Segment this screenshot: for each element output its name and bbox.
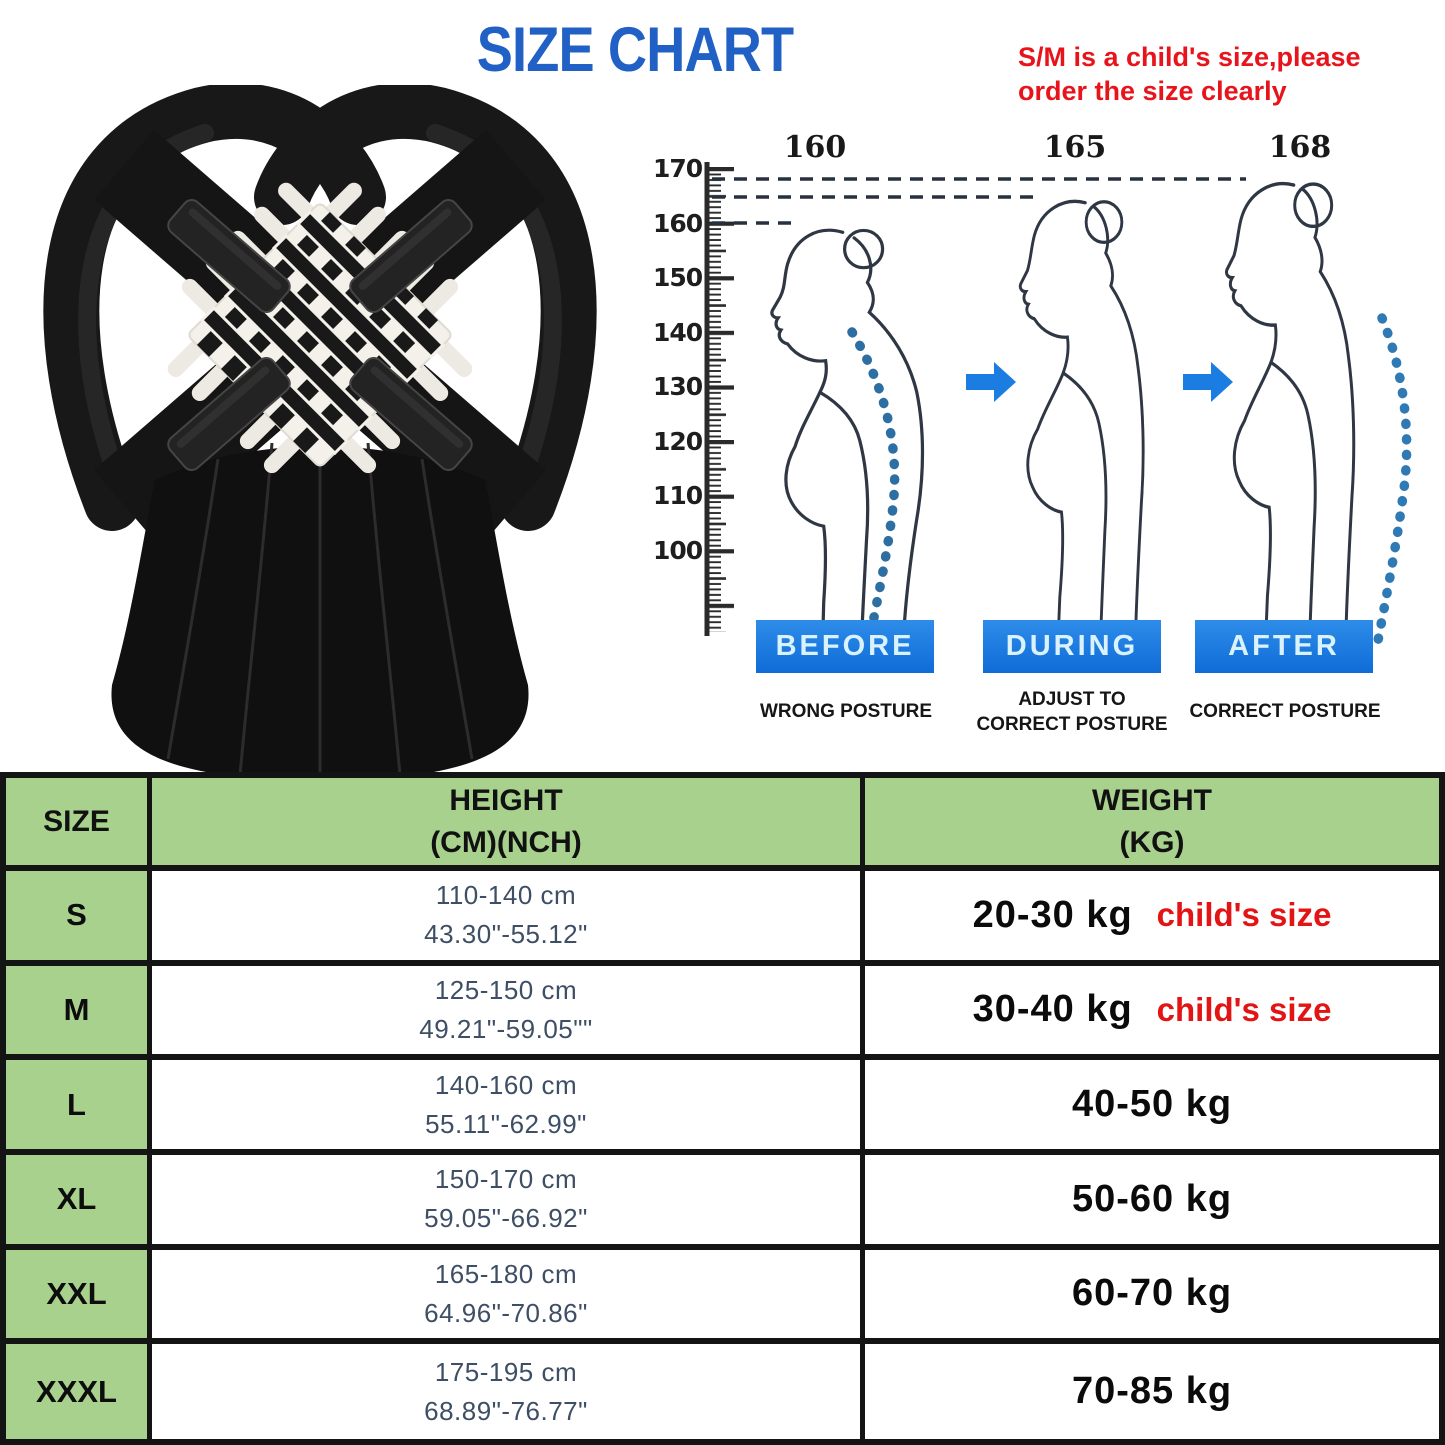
stage-box-after: AFTER [1195,620,1373,673]
column-header-size: SIZE [6,778,152,871]
table-row-weight: 30-40 kg child's size [865,965,1439,1061]
table-row-height: 140-160 cm 55.11"-62.99" [152,1060,865,1155]
table-row-height: 175-195 cm 68.89"-76.77" [152,1344,865,1439]
table-row-height: 110-140 cm 43.30"-55.12" [152,871,865,966]
figure-height-168: 168 [1268,130,1332,165]
stage-box-before: BEFORE [756,620,934,673]
product-photo-posture-corrector [43,85,597,779]
figure-height-160: 160 [783,130,847,165]
table-row-weight: 70-85 kg [865,1344,1439,1439]
figure-during [1018,199,1145,642]
spine-curve-after [1372,313,1412,651]
table-row-size: L [6,1060,152,1155]
height-reference-lines [712,177,1246,225]
figure-after [1224,181,1356,642]
table-row-size: S [6,871,152,966]
table-row-size: M [6,965,152,1061]
table-row-size: XXXL [6,1344,152,1439]
figure-before [770,228,925,640]
table-row-size: XL [6,1154,152,1250]
warning-note: S/M is a child's size,please order the s… [1018,40,1445,108]
warning-line-2: order the size clearly [1018,76,1287,106]
ruler-label-140: 140 [653,318,703,347]
warning-line-1: S/M is a child's size,please [1018,42,1361,72]
ruler-label-170: 170 [653,154,703,183]
spine-curve-before [847,327,900,633]
ruler-label-120: 120 [653,427,703,456]
height-ruler [704,162,735,636]
figure-height-165: 165 [1043,130,1107,165]
table-row-weight: 40-50 kg [865,1060,1439,1155]
caption-during: ADJUST TO CORRECT POSTURE [976,689,1168,735]
ruler-label-160: 160 [653,209,703,238]
caption-after: CORRECT POSTURE [1189,701,1381,722]
arrow-right-icon [1183,362,1233,402]
panel-seams [166,441,474,779]
stage-box-during: DURING [983,620,1161,673]
table-row-weight: 60-70 kg [865,1249,1439,1345]
page-title: SIZE CHART [476,15,794,85]
table-row-height: 165-180 cm 64.96"-70.86" [152,1249,865,1345]
posture-diagram [704,162,1412,651]
caption-before: WRONG POSTURE [759,701,933,722]
table-row-height: 125-150 cm 49.21"-59.05"" [152,965,865,1061]
ruler-label-100: 100 [653,536,703,565]
table-row-weight: 20-30 kg child's size [865,871,1439,966]
arrow-right-icon [966,362,1016,402]
table-row-size: XXL [6,1249,152,1345]
size-table: SIZE HEIGHT (CM)(NCH) WEIGHT (KG) S 110-… [0,772,1445,1445]
table-row-weight: 50-60 kg [865,1154,1439,1250]
column-header-height: HEIGHT (CM)(NCH) [152,778,865,871]
ruler-label-130: 130 [653,372,703,401]
column-header-weight: WEIGHT (KG) [865,778,1439,871]
table-row-height: 150-170 cm 59.05"-66.92" [152,1154,865,1250]
ruler-label-150: 150 [653,263,703,292]
strap-buckles [167,198,473,472]
ruler-label-110: 110 [653,481,703,510]
